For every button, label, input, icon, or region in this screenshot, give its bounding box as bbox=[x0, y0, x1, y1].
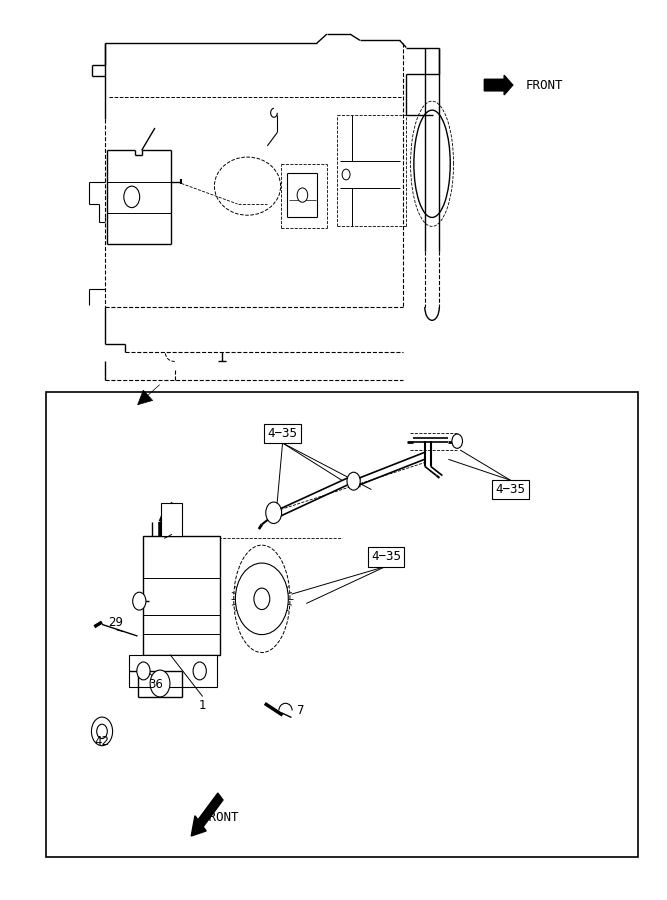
Circle shape bbox=[254, 588, 269, 609]
Circle shape bbox=[452, 434, 462, 448]
Circle shape bbox=[91, 717, 113, 746]
Bar bbox=[129, 654, 217, 688]
Circle shape bbox=[150, 670, 170, 697]
Text: 4−35: 4−35 bbox=[267, 428, 297, 440]
Text: 29: 29 bbox=[108, 616, 123, 628]
FancyArrow shape bbox=[191, 793, 223, 836]
Text: 42: 42 bbox=[95, 735, 109, 748]
Text: 4−35: 4−35 bbox=[496, 483, 526, 496]
Circle shape bbox=[193, 662, 206, 680]
Circle shape bbox=[297, 188, 307, 202]
Circle shape bbox=[97, 724, 107, 739]
Circle shape bbox=[124, 186, 139, 208]
Circle shape bbox=[137, 662, 150, 680]
Bar bbox=[143, 536, 220, 654]
Circle shape bbox=[235, 563, 288, 634]
Text: FRONT: FRONT bbox=[526, 78, 563, 92]
FancyArrow shape bbox=[484, 76, 513, 94]
Text: 1: 1 bbox=[199, 699, 206, 712]
Circle shape bbox=[133, 592, 146, 610]
Text: 36: 36 bbox=[148, 679, 163, 691]
Circle shape bbox=[347, 472, 360, 490]
Bar bbox=[161, 503, 182, 536]
Text: 4−35: 4−35 bbox=[371, 551, 401, 563]
Text: FRONT: FRONT bbox=[201, 811, 239, 824]
Bar bbox=[46, 392, 638, 857]
Circle shape bbox=[342, 169, 350, 180]
Circle shape bbox=[265, 502, 281, 524]
Text: 7: 7 bbox=[297, 704, 304, 717]
